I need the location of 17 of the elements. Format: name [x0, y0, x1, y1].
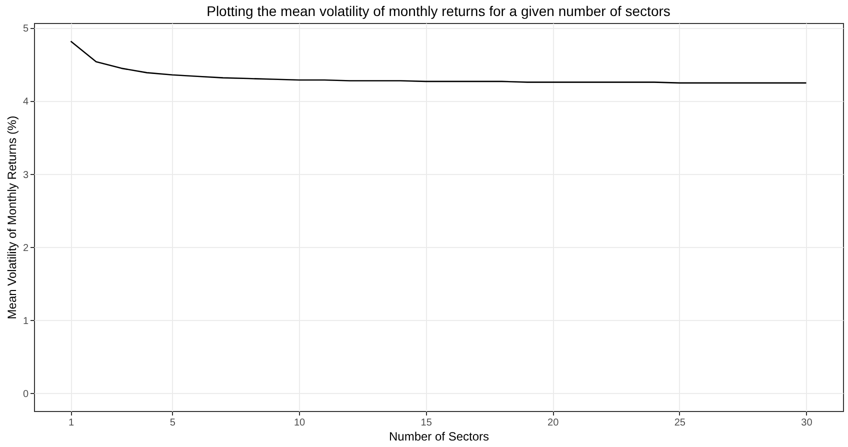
x-axis-title: Number of Sectors [388, 430, 490, 444]
line-series [70, 40, 807, 84]
x-tick-label: 25 [674, 418, 686, 428]
y-tick-label: 5 [22, 24, 29, 35]
y-tick-label: 0 [22, 388, 29, 400]
y-tick-label: 2 [22, 242, 29, 254]
x-tick-label: 30 [801, 418, 813, 428]
x-tick-label: 1 [68, 418, 74, 428]
y-tick-label: 1 [22, 316, 29, 327]
y-tick-label: 4 [22, 96, 29, 108]
y-axis-title: Mean Volatility of Monthly Returns (%) [4, 116, 19, 320]
y-tick-label: 3 [22, 170, 29, 181]
x-tick-label: 5 [170, 418, 176, 428]
x-tick-label: 15 [420, 418, 432, 428]
chart-title: Plotting the mean volatility of monthly returns for a given number of sectors [206, 3, 670, 19]
x-tick-label: 10 [294, 418, 306, 428]
x-tick-label: 20 [548, 418, 560, 428]
